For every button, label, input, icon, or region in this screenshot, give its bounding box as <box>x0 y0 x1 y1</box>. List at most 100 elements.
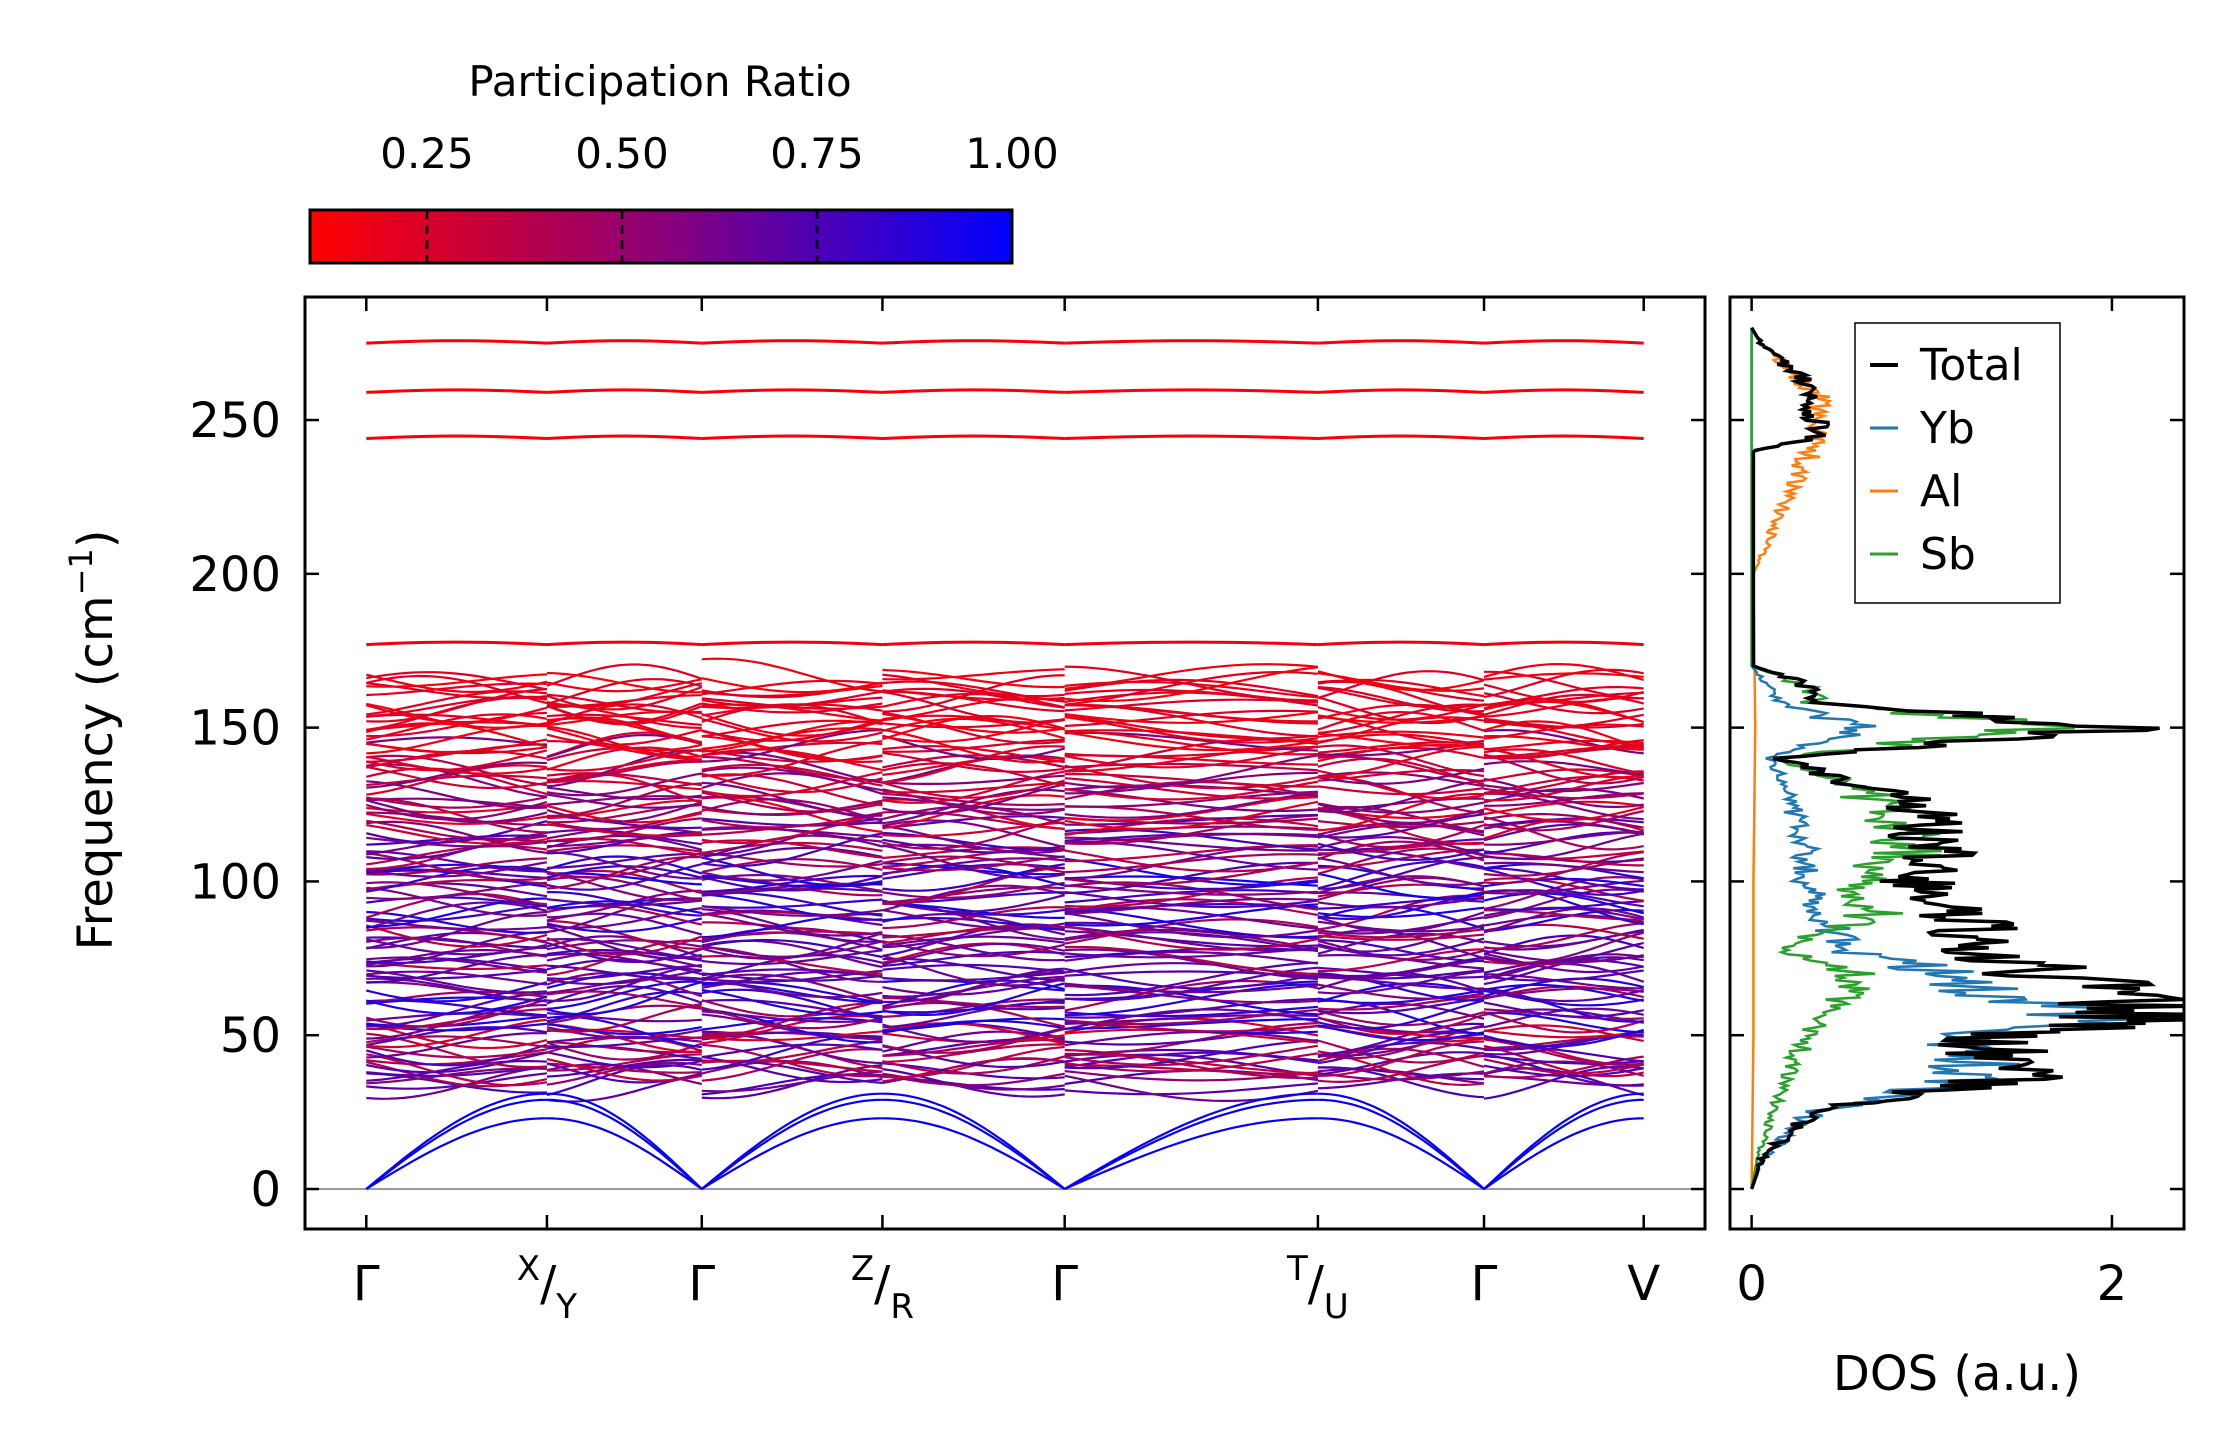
k-label-sup: T <box>1286 1249 1308 1289</box>
flat-optical-band <box>1317 339 1485 345</box>
optical-band-segment <box>1064 924 1319 951</box>
optical-band-segment <box>1064 794 1319 822</box>
optical-band-segment <box>1483 907 1645 934</box>
flat-optical-band <box>882 434 1065 440</box>
optical-band-segment <box>1317 1024 1485 1042</box>
y-tick-label: 200 <box>189 547 281 603</box>
optical-band-segment <box>366 797 547 834</box>
optical-band-segment <box>1064 731 1319 752</box>
optical-band-segment <box>366 886 547 917</box>
optical-band-segment <box>1483 816 1644 851</box>
optical-band-segment <box>701 684 883 697</box>
optical-band-segment <box>701 832 883 868</box>
acoustic-band <box>546 1098 703 1190</box>
optical-band-segment <box>546 725 702 759</box>
optical-band-segment <box>701 976 883 999</box>
optical-band-segment <box>1317 823 1485 839</box>
optical-band-segment <box>1483 792 1644 821</box>
optical-band-segment <box>1064 982 1319 994</box>
optical-band-segment <box>1483 781 1644 793</box>
optical-band-segment <box>366 797 547 809</box>
optical-band-segment <box>1483 1064 1644 1078</box>
optical-band-segment <box>701 1048 883 1082</box>
optical-band-segment <box>1483 777 1644 808</box>
dos-x-tick-label: 2 <box>2097 1256 2128 1312</box>
optical-band-segment <box>1064 984 1318 1004</box>
optical-band-segment <box>546 760 702 783</box>
optical-band-segment <box>1317 744 1485 778</box>
optical-band-segment <box>1317 813 1485 839</box>
optical-band-segment <box>701 1043 883 1078</box>
optical-band-segment <box>882 734 1065 761</box>
flat-optical-band <box>1064 640 1318 647</box>
optical-band-segment <box>1483 1058 1644 1075</box>
optical-band-segment <box>701 887 883 897</box>
optical-band-segment <box>882 680 1065 703</box>
k-label-slash: / <box>874 1256 891 1312</box>
optical-band-segment <box>546 773 703 804</box>
optical-band-segment <box>701 827 883 838</box>
y-tick-label: 50 <box>220 1008 281 1064</box>
optical-band-segment <box>701 1006 883 1030</box>
optical-band-segment <box>546 727 703 752</box>
optical-band-segment <box>1317 906 1485 919</box>
acoustic-band <box>1317 1092 1485 1190</box>
acoustic-band <box>1064 1117 1318 1191</box>
optical-band-segment <box>1064 875 1318 887</box>
optical-band-segment <box>882 1068 1065 1098</box>
optical-band-segment <box>701 1031 883 1041</box>
optical-band-segment <box>882 754 1065 769</box>
optical-band-segment <box>701 781 883 817</box>
optical-band-segment <box>1064 1044 1319 1066</box>
optical-band-segment <box>701 999 883 1018</box>
optical-band-segment <box>701 690 883 708</box>
optical-band-segment <box>701 893 883 921</box>
optical-band-segment <box>1064 876 1318 908</box>
optical-band-segment <box>366 936 547 949</box>
optical-band-segment <box>882 824 1065 854</box>
optical-band-segment <box>366 1051 548 1066</box>
optical-band-segment <box>1483 1001 1644 1018</box>
optical-band-segment <box>1484 867 1644 891</box>
optical-band-segment <box>366 992 547 1028</box>
acoustic-band <box>882 1092 1066 1190</box>
optical-band-segment <box>1064 714 1319 740</box>
optical-band-segment <box>1317 920 1485 933</box>
optical-band-segment <box>882 745 1065 784</box>
optical-band-segment <box>701 874 883 893</box>
optical-band-segment <box>1064 832 1318 845</box>
optical-band-segment <box>1064 745 1319 769</box>
optical-band-segment <box>546 981 703 1016</box>
optical-band-segment <box>1317 686 1485 709</box>
optical-band-segment <box>882 1055 1065 1075</box>
optical-band-segment <box>1064 745 1318 758</box>
optical-band-segment <box>882 954 1065 987</box>
optical-band-segment <box>366 956 548 974</box>
optical-band-segment <box>882 935 1065 947</box>
optical-band-segment <box>1064 777 1318 800</box>
optical-band-segment <box>701 679 883 696</box>
optical-band-segment <box>366 924 548 948</box>
optical-band-segment <box>701 846 883 865</box>
optical-band-segment <box>1483 900 1644 911</box>
optical-band-segment <box>1317 779 1485 814</box>
optical-band-segment <box>546 941 703 964</box>
optical-band-segment <box>546 663 703 687</box>
optical-band-segment <box>1317 785 1485 796</box>
optical-band-segment <box>546 759 702 781</box>
optical-band-segment <box>1317 939 1485 963</box>
optical-band-segment <box>1484 670 1644 700</box>
optical-band-segment <box>1064 1019 1319 1033</box>
optical-band-segment <box>1483 973 1644 990</box>
k-label-sub: U <box>1324 1287 1349 1327</box>
optical-band-segment <box>882 783 1065 815</box>
optical-band-segment <box>701 718 883 742</box>
optical-band-segment <box>366 801 548 821</box>
optical-band-segment <box>1483 830 1644 846</box>
optical-band-segment <box>546 852 702 869</box>
optical-band-segment <box>546 920 702 950</box>
k-label-slash: / <box>1308 1256 1325 1312</box>
optical-band-segment <box>882 674 1065 713</box>
